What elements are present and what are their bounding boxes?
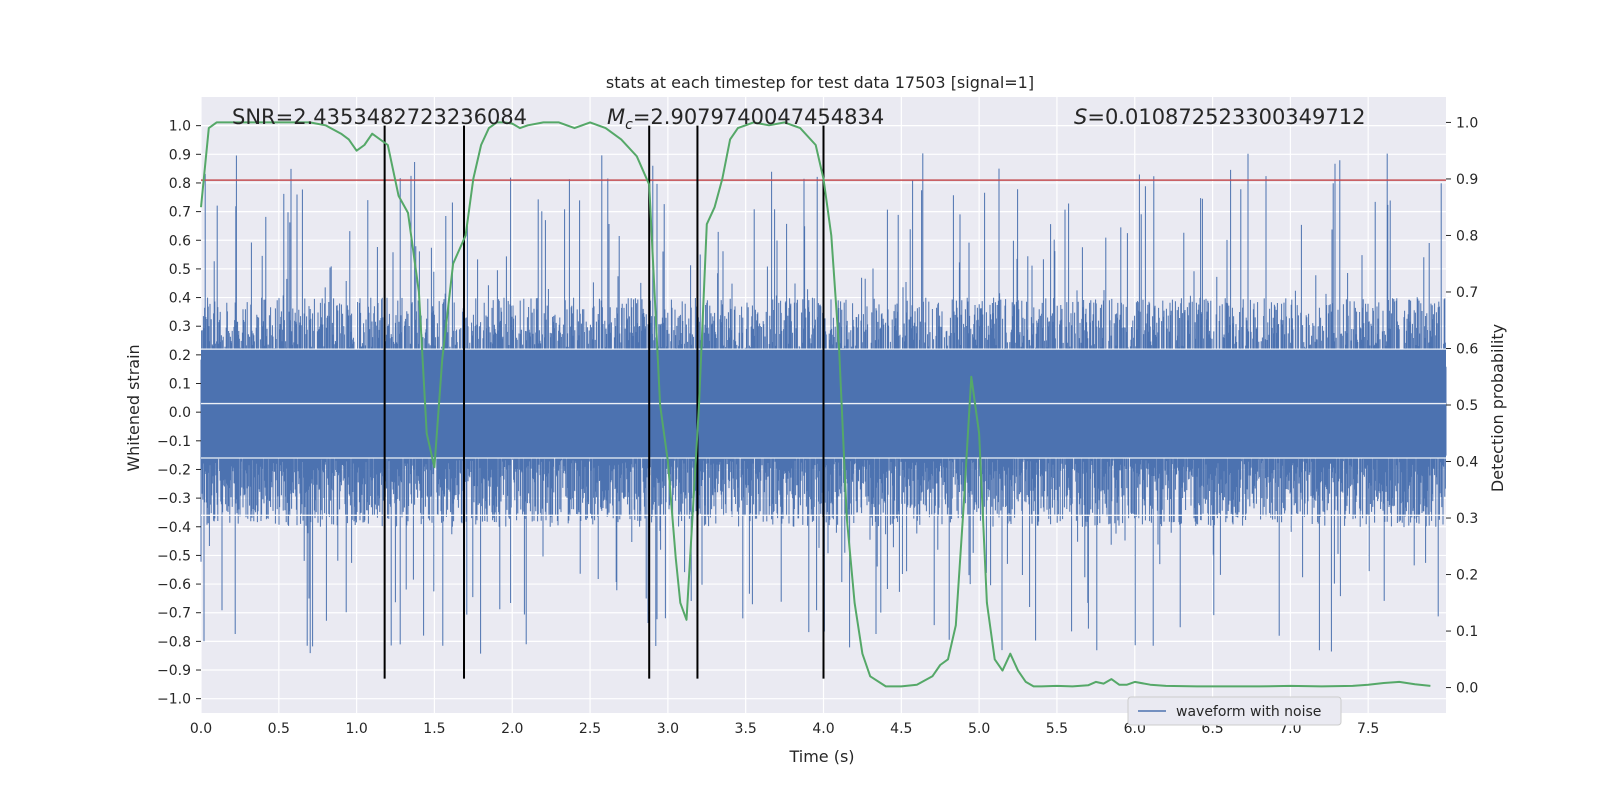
y-tick-label: −0.5 bbox=[157, 548, 191, 564]
x-tick-label: 5.5 bbox=[1046, 721, 1068, 737]
y-tick-label: 0.0 bbox=[169, 405, 191, 421]
y-tick-label: −0.7 bbox=[157, 606, 191, 622]
y2-tick-label: 0.4 bbox=[1456, 455, 1478, 471]
y-tick-label: 0.4 bbox=[169, 291, 191, 307]
x-tick-label: 0.5 bbox=[268, 721, 290, 737]
y-tick-label: 0.3 bbox=[169, 319, 191, 335]
s-symbol: S bbox=[1074, 105, 1087, 129]
y-tick-label: −0.6 bbox=[157, 577, 191, 593]
y-tick-label: −0.9 bbox=[157, 663, 191, 679]
chart-title: stats at each timestep for test data 175… bbox=[606, 73, 1034, 92]
y2-tick-label: 0.2 bbox=[1456, 568, 1478, 584]
y2-tick-label: 0.8 bbox=[1456, 228, 1478, 244]
x-tick-label: 3.0 bbox=[657, 721, 679, 737]
x-tick-label: 2.0 bbox=[501, 721, 523, 737]
probability-line bbox=[200, 121, 1431, 688]
legend-box bbox=[1127, 696, 1342, 726]
y2-tick-label: 0.3 bbox=[1456, 511, 1478, 527]
y2-tick-label: 0.9 bbox=[1456, 172, 1478, 188]
y-tick-label: −0.3 bbox=[157, 491, 191, 507]
y-tick-label: −0.8 bbox=[157, 634, 191, 650]
x-tick-label: 2.5 bbox=[579, 721, 601, 737]
s-value: =0.010872523300349712 bbox=[1087, 105, 1365, 129]
y-tick-label: 1.0 bbox=[169, 119, 191, 135]
y2-axis-label: Detection probability bbox=[1488, 324, 1507, 492]
legend-label-waveform: waveform with noise bbox=[1176, 704, 1321, 720]
y-tick-label: 0.8 bbox=[169, 176, 191, 192]
y2-tick-label: 0.1 bbox=[1456, 624, 1478, 640]
legend: waveform with noise bbox=[1127, 696, 1342, 726]
x-tick-label: 3.5 bbox=[735, 721, 757, 737]
y-tick-label: 0.7 bbox=[169, 205, 191, 221]
x-tick-label: 0.0 bbox=[190, 721, 212, 737]
chirp-mass-subscript: c bbox=[625, 117, 633, 133]
x-tick-label: 1.0 bbox=[345, 721, 367, 737]
x-tick-label: 4.5 bbox=[890, 721, 912, 737]
y-tick-label: −0.2 bbox=[157, 462, 191, 478]
y2-tick-label: 0.5 bbox=[1456, 398, 1478, 414]
y-tick-label: 0.2 bbox=[169, 348, 191, 364]
y2-tick-label: 0.6 bbox=[1456, 341, 1478, 357]
marker-lines bbox=[383, 125, 825, 679]
y2-tick-label: 0.7 bbox=[1456, 285, 1478, 301]
chirp-mass-value: =2.9079740047454834 bbox=[633, 105, 884, 129]
x-tick-label: 4.0 bbox=[812, 721, 834, 737]
snr-annotation: SNR=2.4353482723236084 bbox=[232, 105, 527, 129]
detection-probability-series bbox=[200, 121, 1431, 688]
y-tick-labels: −1.0 −0.9 −0.8 −0.7 −0.6 −0.5 −0.4 −0.3 −0.2 −0.1… bbox=[157, 119, 201, 708]
x-tick-label: 7.5 bbox=[1357, 721, 1379, 737]
chirp-mass-symbol: M bbox=[607, 105, 625, 129]
y-tick-label: 0.6 bbox=[169, 233, 191, 249]
x-tick-label: 1.5 bbox=[423, 721, 445, 737]
y-tick-label: 0.9 bbox=[169, 147, 191, 163]
y-tick-label: −1.0 bbox=[157, 692, 191, 708]
y-tick-label: 0.1 bbox=[169, 377, 191, 393]
y-tick-label: 0.5 bbox=[169, 262, 191, 278]
y2-tick-label: 0.0 bbox=[1456, 681, 1478, 697]
y2-tick-labels: 0.0 0.1 0.2 0.3 0.4 0.5 0.6 0.7 0.8 0.9 1.0 bbox=[1446, 115, 1478, 697]
y-axis-label: Whitened strain bbox=[124, 344, 143, 471]
x-axis-label: Time (s) bbox=[788, 747, 854, 766]
y-tick-label: −0.1 bbox=[157, 434, 191, 450]
s-annotation: S=0.010872523300349712 bbox=[1074, 105, 1365, 129]
chirp-mass-annotation: Mc=2.9079740047454834 bbox=[607, 105, 884, 133]
y2-tick-label: 1.0 bbox=[1456, 115, 1478, 131]
y-tick-label: −0.4 bbox=[157, 520, 191, 536]
x-tick-label: 5.0 bbox=[968, 721, 990, 737]
